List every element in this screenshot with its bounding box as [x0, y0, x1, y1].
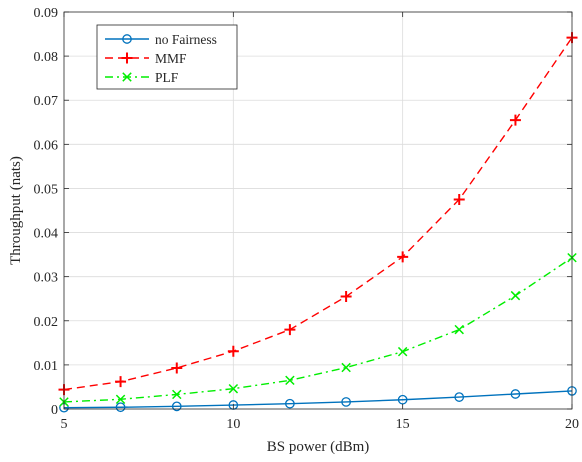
x-axis-label: BS power (dBm): [267, 439, 370, 455]
series-line-mmf: [63, 37, 573, 391]
x-tick-label: 10: [226, 417, 240, 432]
data-point-no-fairness: [510, 389, 521, 399]
y-axis-label: Throughput (nats): [8, 156, 24, 265]
y-tick-label: 0.08: [34, 50, 59, 65]
data-point-mmf: [227, 345, 239, 357]
data-point-mmf: [453, 193, 465, 205]
y-tick-label: 0.04: [34, 227, 59, 242]
data-point-mmf: [284, 324, 296, 336]
data-point-plf: [341, 362, 351, 373]
axes-box: [63, 11, 573, 410]
series-plf: [59, 252, 577, 407]
x-tick-label: 5: [61, 417, 68, 432]
data-point-mmf: [340, 291, 352, 303]
grid: [64, 12, 572, 409]
data-point-mmf: [397, 251, 409, 263]
data-point-mmf: [115, 376, 127, 388]
y-tick-labels: 0 0.01 0.02 0.03 0.04 0.05 0.06 0.07 0.08 0.09: [34, 6, 59, 418]
y-tick-label: 0.09: [34, 6, 59, 21]
y-tick-label: 0.01: [34, 359, 59, 374]
legend-marker: [122, 72, 132, 82]
data-point-no-fairness: [397, 394, 408, 405]
x-tick-label: 15: [396, 417, 410, 432]
legend: no Fairness MMF PLF: [96, 24, 238, 90]
y-tick-label: 0.06: [34, 138, 59, 153]
data-point-mmf: [171, 362, 183, 374]
legend-item-no-fairness: no Fairness: [105, 32, 217, 47]
series-line-plf: [63, 257, 573, 403]
data-point-no-fairness: [115, 402, 126, 413]
series-line-no-fairness: [63, 390, 573, 409]
y-tick-label: 0.03: [34, 271, 59, 286]
legend-label: PLF: [155, 70, 179, 85]
data-point-mmf: [509, 114, 521, 126]
legend-label: MMF: [155, 51, 187, 66]
legend-box: [96, 24, 238, 90]
data-point-no-fairness: [341, 397, 351, 407]
data-point-plf: [172, 389, 182, 400]
tick-marks: [63, 11, 573, 410]
legend-item-mmf: MMF: [105, 51, 187, 66]
y-tick-label: 0.02: [34, 315, 59, 330]
series-layer: [58, 32, 578, 413]
data-point-no-fairness: [171, 401, 182, 412]
y-tick-label: 0.05: [34, 182, 59, 197]
data-point-plf: [454, 324, 464, 335]
data-point-no-fairness: [285, 398, 295, 409]
data-point-plf: [397, 346, 408, 357]
legend-marker: [121, 52, 133, 64]
legend-label: no Fairness: [155, 32, 217, 47]
legend-item-plf: PLF: [105, 70, 179, 85]
data-point-no-fairness: [454, 392, 465, 402]
legend-marker: [122, 34, 132, 44]
data-point-plf: [115, 394, 126, 405]
data-point-plf: [510, 290, 521, 301]
data-point-plf: [285, 375, 295, 386]
data-point-plf: [228, 383, 239, 394]
x-tick-labels: 5 10 15 20: [61, 417, 580, 432]
x-tick-label: 20: [565, 417, 579, 432]
y-tick-label: 0: [51, 403, 58, 418]
y-tick-label: 0.07: [34, 94, 59, 109]
